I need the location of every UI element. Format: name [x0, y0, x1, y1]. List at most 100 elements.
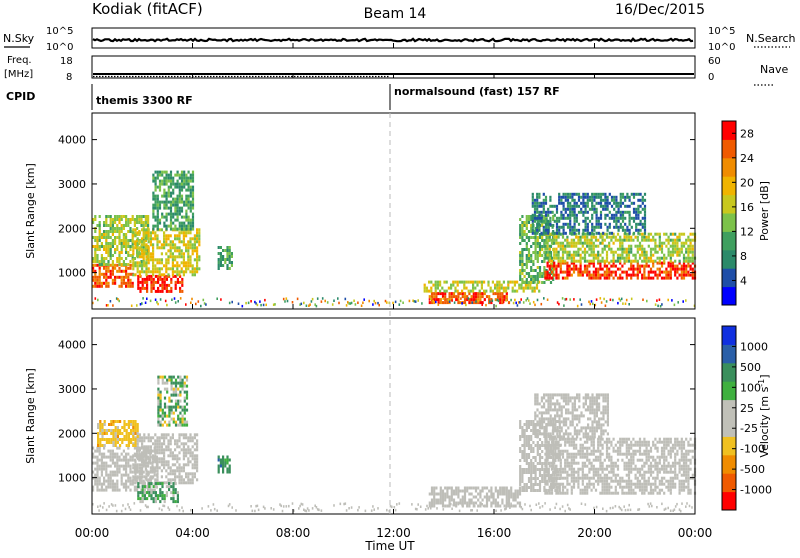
scatter-cell: [178, 439, 180, 442]
scatter-cell: [541, 254, 543, 257]
scatter-cell: [94, 483, 96, 486]
scatter-cell: [177, 213, 179, 216]
scatter-cell: [450, 284, 452, 287]
scatter-cell: [604, 196, 606, 199]
scatter-cell: [159, 204, 161, 207]
scatter-cell: [129, 267, 131, 270]
scatter-cell: [528, 468, 530, 471]
scatter-cell: [437, 284, 439, 287]
scatter-cell: [670, 265, 672, 268]
scatter-cell: [170, 240, 172, 243]
scatter-cell: [668, 239, 670, 242]
scatter-cell: [163, 183, 165, 186]
scatter-cell: [187, 249, 189, 252]
scatter-cell: [159, 436, 161, 439]
scatter-cell: [226, 456, 228, 459]
scatter-cell: [167, 433, 169, 436]
scatter-cell: [528, 257, 530, 260]
scatter-cell: [173, 418, 175, 421]
scatter-cell: [551, 468, 553, 471]
scatter-cell: [148, 275, 150, 278]
scatter-cell: [141, 302, 143, 305]
scatter-cell: [194, 273, 196, 276]
scatter-cell: [545, 202, 547, 205]
scatter-cell: [112, 483, 114, 486]
scatter-cell: [563, 196, 565, 199]
scatter-cell: [178, 463, 180, 466]
scatter-cell: [96, 276, 98, 279]
scatter-cell: [218, 252, 220, 255]
scatter-cell: [519, 438, 521, 441]
scatter-cell: [138, 218, 140, 221]
scatter-cell: [96, 474, 98, 477]
scatter-cell: [566, 251, 568, 254]
scatter-cell: [163, 264, 165, 267]
scatter-cell: [178, 264, 180, 267]
scatter-cell: [128, 441, 130, 444]
scatter-cell: [619, 444, 621, 447]
scatter-cell: [115, 420, 117, 423]
scatter-cell: [107, 215, 109, 218]
scatter-cell: [541, 245, 543, 248]
scatter-cell: [163, 225, 165, 228]
scatter-cell: [220, 462, 222, 465]
scatter-cell: [105, 462, 107, 465]
scatter-cell: [178, 457, 180, 460]
scatter-cell: [185, 451, 187, 454]
scatter-cell: [129, 483, 131, 486]
scatter-cell: [536, 226, 538, 229]
scatter-cell: [606, 251, 608, 254]
scatter-cell: [544, 462, 546, 465]
scatter-cell: [620, 223, 622, 226]
scatter-cell: [613, 492, 615, 495]
scatter-cell: [173, 394, 175, 397]
scatter-cell: [648, 274, 650, 277]
scatter-cell: [159, 494, 161, 497]
scatter-cell: [641, 265, 643, 268]
scatter-cell: [674, 268, 676, 271]
scatter-cell: [613, 242, 615, 245]
scatter-cell: [560, 492, 562, 495]
scatter-cell: [635, 236, 637, 239]
scatter-cell: [631, 193, 633, 196]
scatter-cell: [537, 453, 539, 456]
scatter-cell: [159, 258, 161, 261]
scatter-cell: [96, 236, 98, 239]
scatter-cell: [569, 257, 571, 260]
scatter-cell: [187, 475, 189, 478]
scatter-cell: [544, 277, 546, 280]
scatter-cell: [535, 483, 537, 486]
scatter-cell: [99, 227, 101, 230]
scatter-cell: [553, 268, 555, 271]
scatter-cell: [654, 242, 656, 245]
scatter-cell: [181, 469, 183, 472]
scatter-cell: [608, 441, 610, 444]
scatter-cell: [681, 233, 683, 236]
scatter-cell: [174, 442, 176, 445]
scatter-cell: [665, 257, 667, 260]
scatter-cell: [535, 245, 537, 248]
scatter-cell: [539, 236, 541, 239]
scatter-cell: [482, 487, 484, 490]
scatter-cell: [104, 432, 106, 435]
scatter-cell: [558, 265, 560, 268]
scatter-cell: [599, 265, 601, 268]
scatter-cell: [174, 469, 176, 472]
scatter-cell: [535, 426, 537, 429]
scatter-cell: [641, 274, 643, 277]
scatter-cell: [181, 207, 183, 210]
scatter-cell: [101, 273, 103, 276]
scatter-cell: [159, 171, 161, 174]
scatter-cell: [96, 450, 98, 453]
scatter-cell: [617, 233, 619, 236]
scatter-cell: [174, 186, 176, 189]
scatter-cell: [187, 264, 189, 267]
scatter-cell: [167, 249, 169, 252]
scatter-cell: [615, 274, 617, 277]
scatter-cell: [125, 273, 127, 276]
scatter-cell: [183, 442, 185, 445]
scatter-cell: [123, 239, 125, 242]
scatter-cell: [141, 252, 143, 255]
scatter-cell: [477, 493, 479, 496]
scatter-cell: [586, 474, 588, 477]
